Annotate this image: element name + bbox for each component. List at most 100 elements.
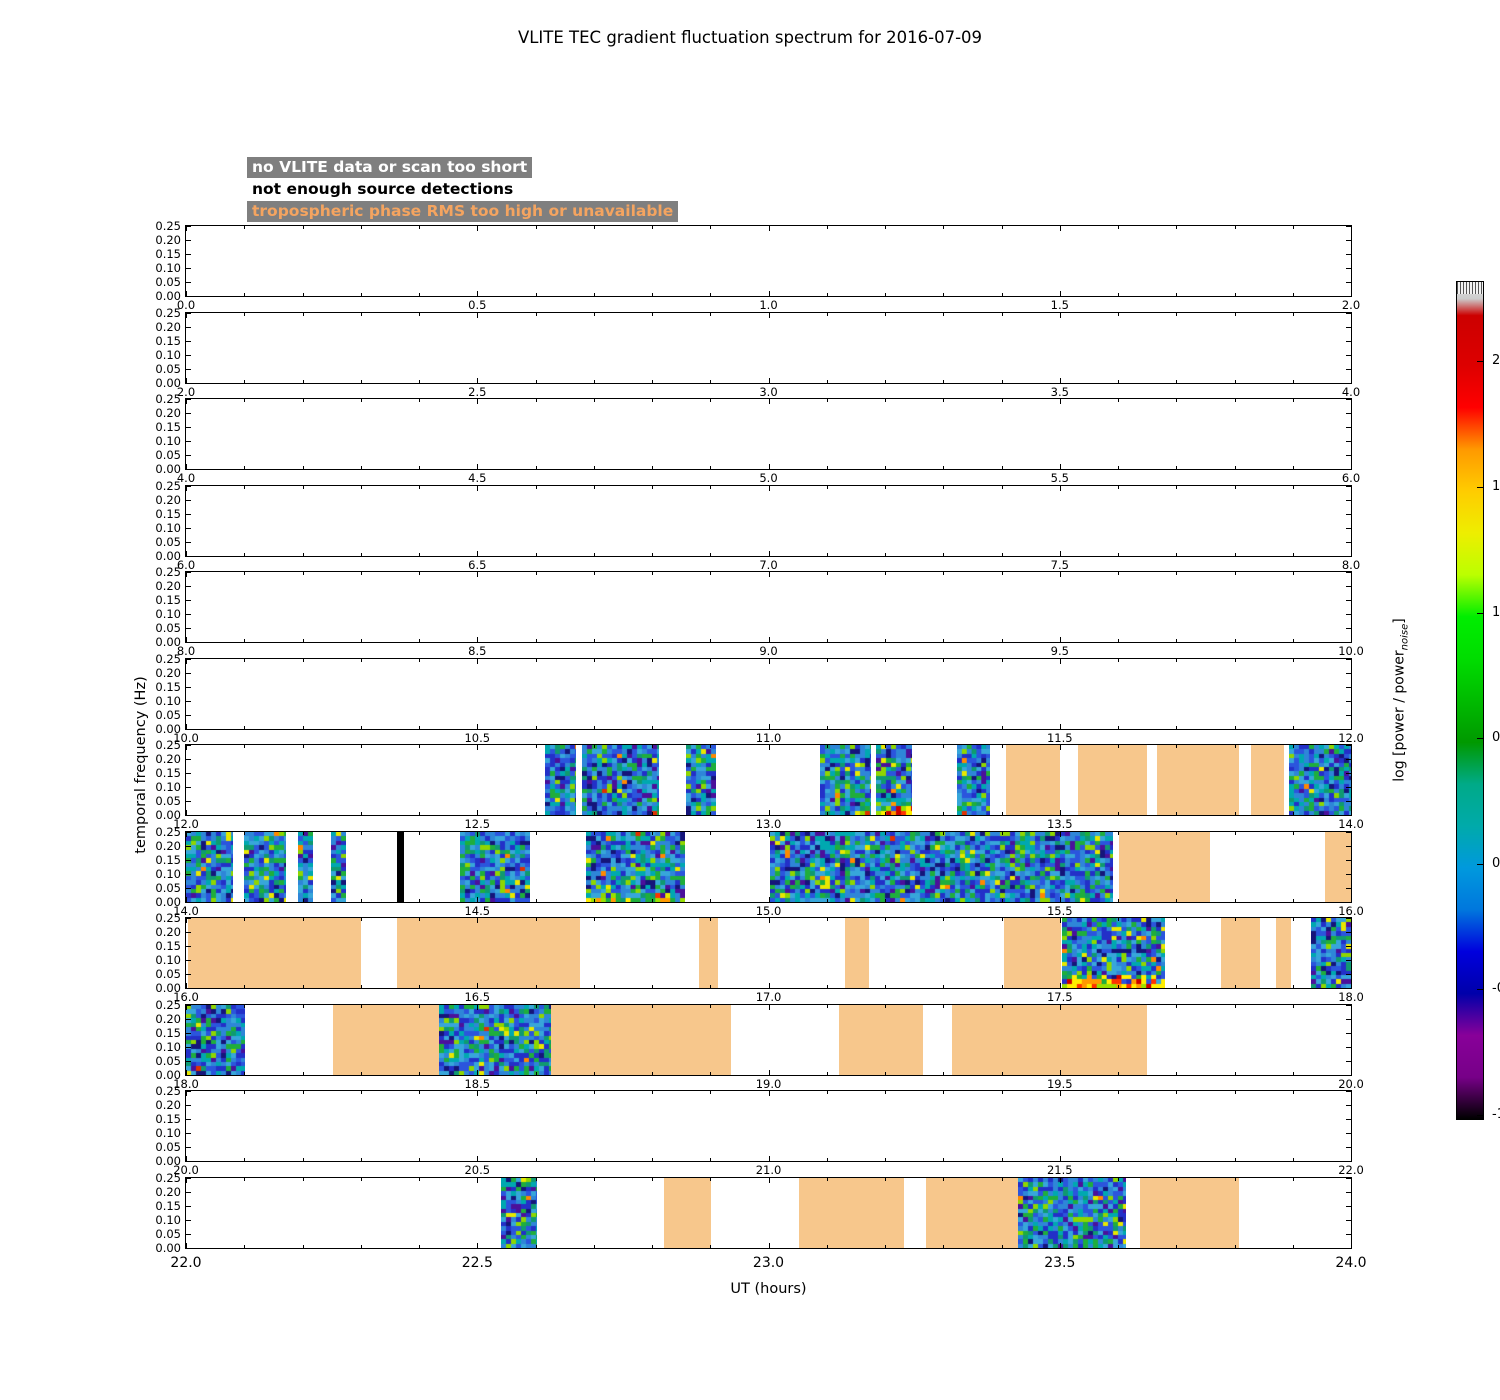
flag-tropospheric [1275,918,1291,988]
x-tick-label: 3.5 [1050,385,1069,399]
y-tick-label: 0.00 [155,722,181,736]
x-tick [652,899,653,902]
spectrum-segment [585,832,686,902]
y-tick [186,773,191,774]
x-tick [1176,380,1178,383]
x-tick [1292,899,1294,902]
x-tick-label: 16.0 [173,990,199,1004]
y-tick-label: 0.15 [155,1026,181,1040]
x-tick-label: 13.0 [755,817,782,831]
y-tick-label: 0.10 [155,780,181,794]
y-tick [186,1019,191,1020]
x-tick [710,659,712,662]
colorbar-label-close: ] [1391,618,1408,624]
x-tick [302,553,304,556]
x-tick-label: 24.0 [1335,1255,1367,1271]
x-tick [826,1005,828,1008]
x-tick [768,1005,770,1010]
y-tick [1346,988,1351,989]
x-tick [1001,985,1003,988]
x-tick [1351,313,1352,318]
x-tick [419,1178,420,1181]
y-tick-label: 0.05 [155,967,181,981]
x-tick [477,1156,479,1161]
x-tick [768,399,770,404]
x-tick [1176,466,1178,469]
x-tick-label: 17.0 [755,990,782,1004]
y-tick-label: 0.25 [155,565,181,579]
y-tick [1346,1178,1351,1179]
x-tick [186,313,187,318]
x-tick [477,832,479,837]
x-tick [1118,486,1119,489]
x-tick-label: 15.0 [755,904,782,918]
spectrogram-panel-0h-2h [185,225,1352,297]
y-tick [1346,355,1351,356]
y-tick [1346,614,1351,615]
y-tick [186,642,191,643]
y-tick [186,1178,191,1179]
x-tick [1234,918,1236,921]
y-tick [1346,846,1351,847]
x-tick [244,486,246,489]
y-tick-label: 0.25 [155,1171,181,1185]
x-tick [535,1158,537,1161]
x-tick [1351,983,1352,988]
x-tick [186,464,187,469]
colorbar-tick [1477,989,1483,991]
x-tick-label: 16.5 [464,990,491,1004]
x-tick [768,1178,770,1183]
x-tick-label: 14.5 [464,904,491,918]
y-tick [186,1234,191,1235]
y-tick-label: 0.15 [155,247,181,261]
colorbar-tick [1477,863,1483,865]
x-tick [826,293,828,296]
y-tick-label: 0.00 [155,462,181,476]
x-tick [477,1070,479,1075]
spectrum-segment [545,745,577,815]
x-tick [535,380,537,383]
x-tick [1234,726,1236,729]
y-tick [1346,296,1351,297]
x-tick-label: 20.0 [1338,1077,1364,1091]
y-tick [1346,1248,1351,1249]
x-tick [710,1158,712,1161]
x-tick [885,639,886,642]
y-tick-label: 0.00 [155,376,181,390]
x-tick [652,812,653,815]
y-tick [186,240,191,241]
x-tick-label: 9.0 [759,644,778,658]
x-tick [360,985,362,988]
y-tick [1346,1220,1351,1221]
y-tick-label: 0.10 [155,867,181,881]
x-tick [1292,832,1294,835]
flag-tropospheric [699,918,718,988]
x-tick-label: 2.0 [176,385,196,399]
x-tick [1118,553,1119,556]
x-tick [244,899,246,902]
spectrum-segment [186,832,234,902]
y-tick-label: 0.05 [155,881,181,895]
y-tick-label: 0.25 [155,219,181,233]
x-tick [535,293,537,296]
x-tick [1292,572,1294,575]
x-tick [1234,1178,1236,1181]
x-tick [885,553,886,556]
x-tick [1351,378,1352,383]
x-tick [593,293,595,296]
y-tick [186,514,191,515]
y-tick [1346,960,1351,961]
x-tick [1118,1005,1119,1008]
legend-item-1: not enough source detections [252,180,514,198]
y-tick [186,960,191,961]
x-tick [885,486,886,489]
x-tick [419,1245,420,1248]
x-tick [360,553,362,556]
x-tick [360,899,362,902]
y-tick [1346,313,1351,314]
x-tick [710,745,712,748]
x-tick [360,1005,362,1008]
x-tick [885,572,886,575]
x-tick [1001,639,1003,642]
colorbar-label-subscript: noise [1399,623,1411,651]
